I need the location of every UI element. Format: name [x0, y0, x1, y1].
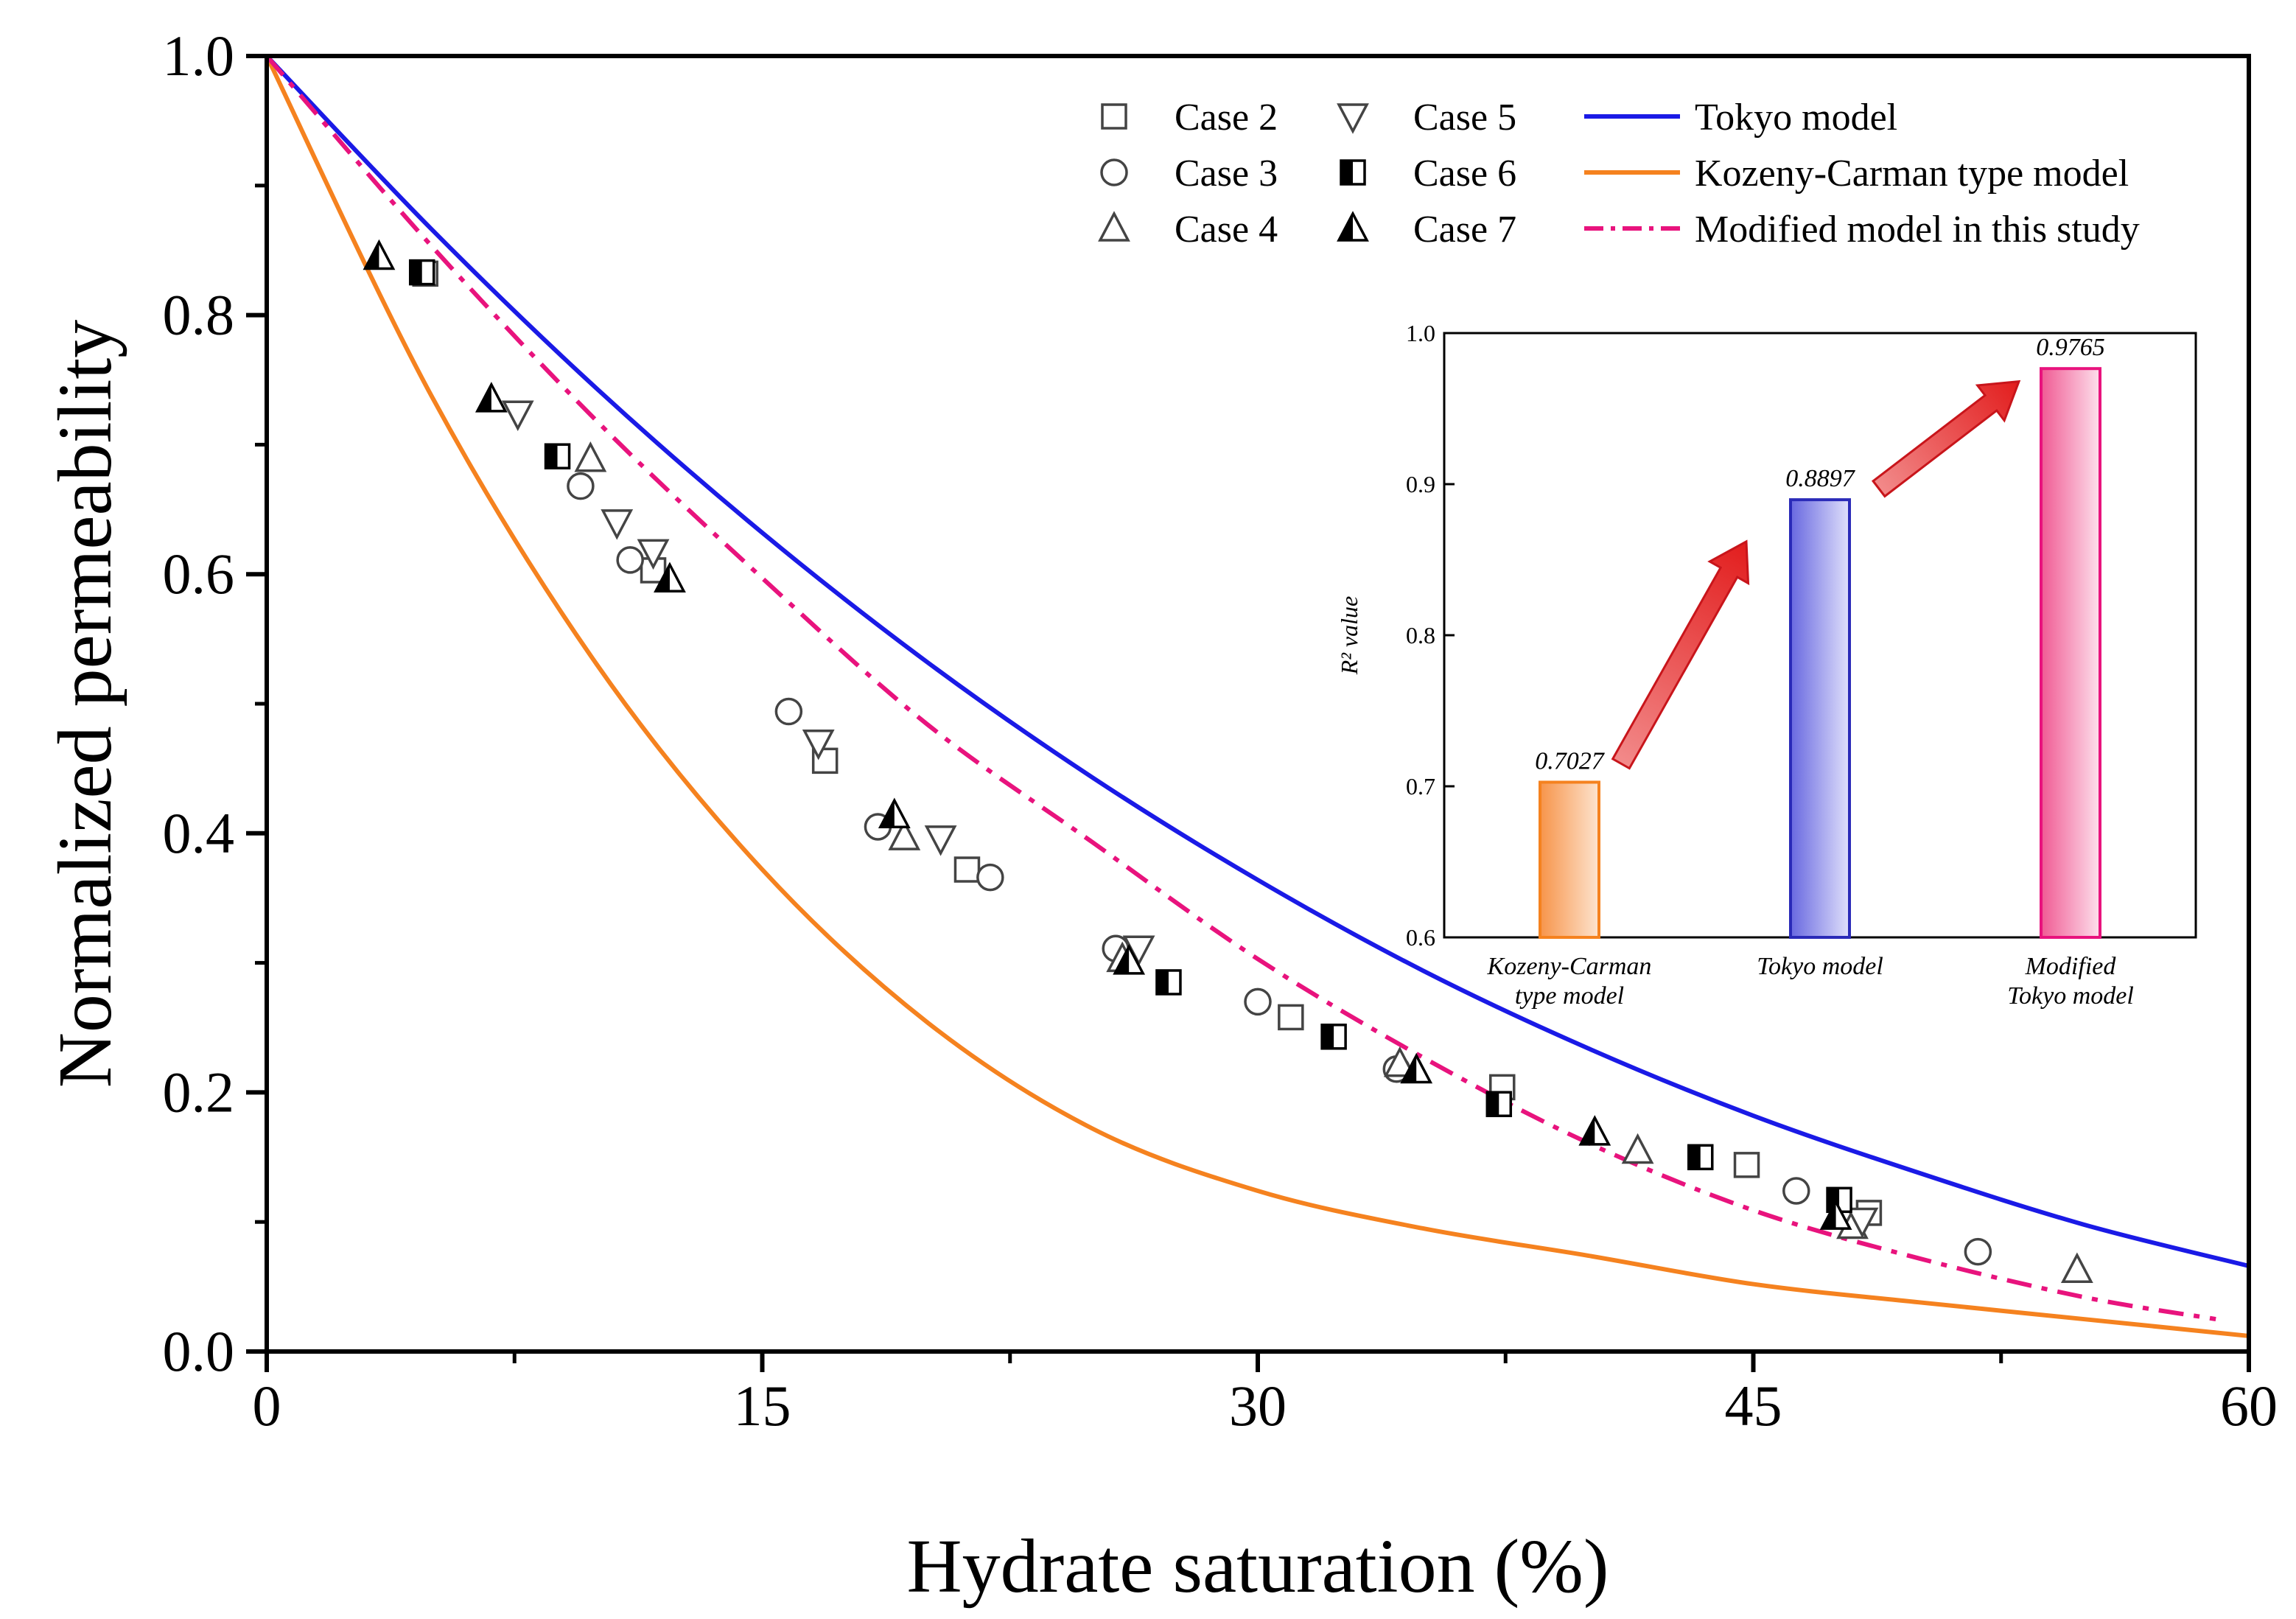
inset-category-label: Modified: [2025, 953, 2117, 980]
legend-marker-swatch: [1337, 211, 1369, 242]
legend-label: Case 3: [1175, 153, 1278, 195]
inset-category-label: Tokyo model: [1757, 953, 1883, 980]
legend-entry-case-4: Case 4: [1098, 209, 1278, 251]
inset-bar-1: [1539, 780, 1600, 939]
point-case-5: [601, 509, 634, 540]
point-case-6: [1687, 1144, 1714, 1171]
y-tick-label: 0.0: [163, 1319, 235, 1383]
inset-y-tick-label: 0.7: [1406, 773, 1435, 800]
point-case-3: [1964, 1237, 1992, 1266]
point-case-4: [1383, 1046, 1416, 1077]
inset-category-label: Kozeny-Carman: [1487, 953, 1652, 980]
inset-trend-arrow: [1871, 380, 2021, 498]
legend-entry-case-6: Case 6: [1340, 153, 1516, 195]
legend-marker-swatch: [1340, 159, 1366, 186]
point-case-7: [475, 382, 508, 413]
point-case-7: [654, 562, 686, 592]
point-case-4: [574, 441, 607, 472]
series-line-modified-model-in-this-study: [267, 56, 2216, 1322]
point-case-7: [363, 239, 396, 270]
point-case-2: [1278, 1004, 1304, 1031]
inset-y-axis-title: R² value: [1336, 596, 1362, 675]
inset-trend-arrow: [1611, 539, 1750, 770]
legend-label: Case 6: [1413, 153, 1516, 195]
point-case-2: [1733, 1152, 1760, 1178]
legend-marker-swatch: [1101, 103, 1127, 130]
inset-bar-3: [2040, 367, 2101, 939]
legend-entry-case-2: Case 2: [1101, 97, 1278, 139]
x-tick-label: 45: [1725, 1374, 1782, 1438]
point-case-3: [774, 697, 803, 726]
point-case-3: [567, 472, 595, 500]
point-case-5: [1846, 1207, 1879, 1239]
y-tick-label: 0.2: [163, 1060, 235, 1124]
point-case-3: [1782, 1177, 1810, 1205]
inset-category-label: type model: [1515, 982, 1624, 1010]
point-case-6: [408, 259, 435, 286]
series-line-tokyo-model: [267, 56, 2249, 1268]
point-case-7: [1400, 1052, 1433, 1084]
inset-bar-value-label: 0.8897: [1785, 465, 1856, 492]
legend-label: Case 7: [1413, 209, 1516, 251]
point-case-6: [1155, 969, 1182, 996]
point-case-3: [1244, 987, 1272, 1016]
inset-bar-value-label: 0.9765: [2036, 334, 2105, 361]
point-case-6: [544, 443, 571, 469]
inset-y-tick-label: 1.0: [1406, 320, 1435, 346]
point-case-7: [1819, 1199, 1852, 1230]
point-case-6: [1485, 1091, 1513, 1117]
point-case-4: [1621, 1133, 1654, 1164]
x-tick-label: 0: [253, 1374, 281, 1438]
legend-label: Modified model in this study: [1695, 209, 2140, 251]
point-case-7: [878, 797, 911, 828]
y-tick-label: 1.0: [163, 24, 235, 88]
legend-entry-modified-model-in-this-study: Modified model in this study: [1584, 209, 2140, 251]
x-axis-title: Hydrate saturation (%): [907, 1524, 1609, 1609]
legend-label: Kozeny-Carman type model: [1695, 153, 2129, 195]
inset-category-label: Tokyo model: [2007, 982, 2134, 1010]
y-tick-label: 0.6: [163, 542, 235, 606]
inset-y-tick-label: 0.8: [1406, 622, 1435, 648]
legend-label: Case 2: [1175, 97, 1278, 139]
y-tick-label: 0.4: [163, 801, 235, 865]
legend-label: Tokyo model: [1695, 97, 1897, 139]
point-case-4: [2060, 1252, 2093, 1283]
legend-marker-swatch: [1098, 211, 1130, 242]
legend-entry-kozeny-carman-type-model: Kozeny-Carman type model: [1584, 153, 2129, 195]
inset-bar-2: [1789, 498, 1851, 939]
legend-entry-case-7: Case 7: [1337, 209, 1516, 251]
point-case-5: [501, 400, 534, 431]
point-case-6: [1320, 1024, 1347, 1050]
point-case-2: [953, 856, 981, 883]
y-axis-title: Normalized permeability: [43, 320, 127, 1088]
point-case-5: [637, 539, 670, 570]
point-case-5: [802, 729, 835, 760]
legend-entry-tokyo-model: Tokyo model: [1584, 97, 1897, 139]
series-line-kozeny-carman-type-model: [267, 56, 2249, 1338]
point-case-7: [1113, 944, 1146, 975]
point-case-7: [1578, 1115, 1611, 1146]
inset-bar-value-label: 0.7027: [1535, 747, 1606, 774]
legend-marker-swatch: [1100, 158, 1128, 186]
legend-label: Case 5: [1413, 97, 1516, 139]
inset-y-tick-label: 0.6: [1406, 924, 1435, 951]
inset-y-tick-label: 0.9: [1406, 471, 1435, 497]
point-case-5: [924, 825, 957, 856]
legend-label: Case 4: [1175, 209, 1278, 251]
point-case-4: [888, 819, 921, 850]
x-tick-label: 60: [2220, 1374, 2278, 1438]
x-tick-label: 30: [1229, 1374, 1287, 1438]
x-tick-label: 15: [734, 1374, 791, 1438]
point-case-3: [976, 863, 1004, 892]
legend-entry-case-3: Case 3: [1100, 153, 1278, 195]
point-case-3: [616, 546, 644, 574]
legend-entry-case-5: Case 5: [1337, 97, 1516, 139]
y-tick-label: 0.8: [163, 283, 235, 347]
legend-marker-swatch: [1337, 103, 1369, 134]
